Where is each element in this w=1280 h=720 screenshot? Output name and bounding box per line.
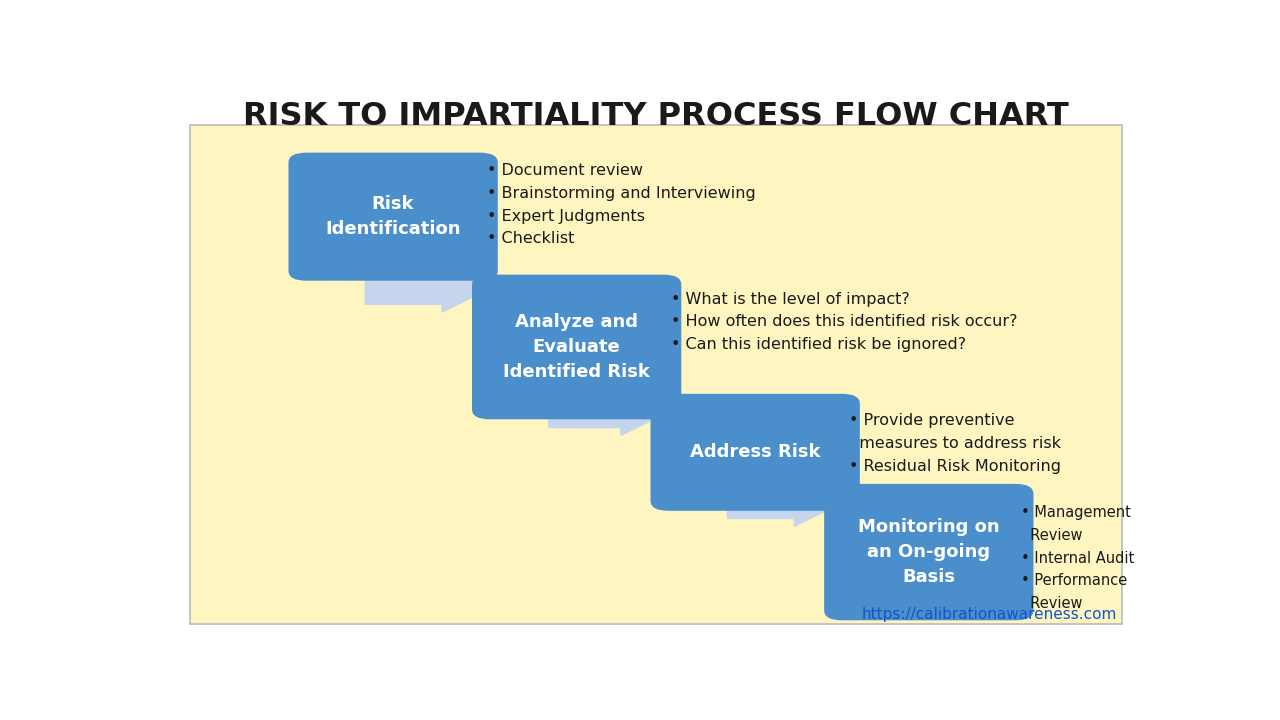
- Polygon shape: [365, 266, 490, 312]
- Text: Address Risk: Address Risk: [690, 444, 820, 462]
- Text: • Provide preventive
  measures to address risk
• Residual Risk Monitoring: • Provide preventive measures to address…: [850, 413, 1061, 474]
- FancyBboxPatch shape: [288, 153, 498, 281]
- FancyBboxPatch shape: [472, 274, 681, 419]
- FancyBboxPatch shape: [650, 394, 860, 510]
- Text: Risk
Identification: Risk Identification: [325, 195, 461, 238]
- FancyBboxPatch shape: [824, 484, 1033, 621]
- Text: • Document review
• Brainstorming and Interviewing
• Expert Judgments
• Checklis: • Document review • Brainstorming and In…: [488, 163, 756, 246]
- Polygon shape: [727, 480, 842, 526]
- Text: https://calibrationawareness.com: https://calibrationawareness.com: [861, 607, 1117, 621]
- Text: • Management
  Review
• Internal Audit
• Performance
  Review: • Management Review • Internal Audit • P…: [1021, 505, 1134, 611]
- Text: Analyze and
Evaluate
Identified Risk: Analyze and Evaluate Identified Risk: [503, 313, 650, 381]
- Text: Monitoring on
an On-going
Basis: Monitoring on an On-going Basis: [858, 518, 1000, 586]
- Polygon shape: [549, 389, 668, 436]
- Text: • What is the level of impact?
• How often does this identified risk occur?
• Ca: • What is the level of impact? • How oft…: [671, 292, 1018, 352]
- FancyBboxPatch shape: [189, 125, 1123, 624]
- Text: RISK TO IMPARTIALITY PROCESS FLOW CHART: RISK TO IMPARTIALITY PROCESS FLOW CHART: [243, 102, 1069, 132]
